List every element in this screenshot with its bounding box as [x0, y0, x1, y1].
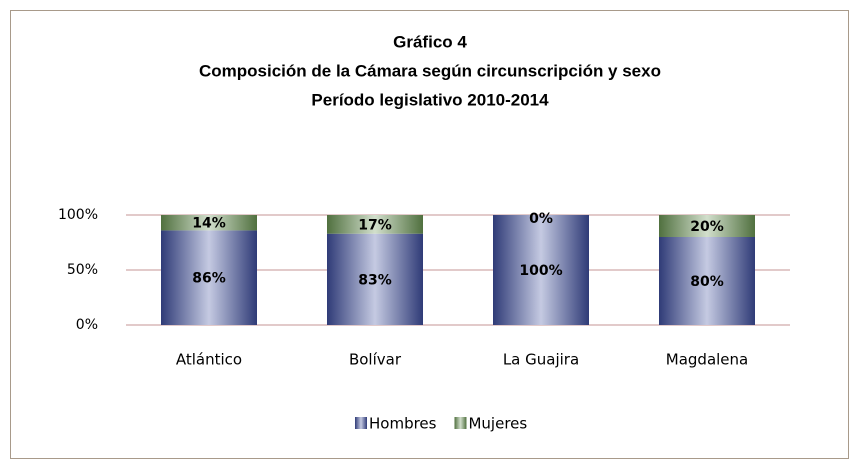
y-tick-label: 50%	[67, 262, 98, 278]
chart-title: Gráfico 4	[393, 32, 467, 51]
chart-subtitle: Período legislativo 2010-2014	[311, 90, 549, 109]
x-tick-label: Atlántico	[176, 351, 242, 369]
data-label: 0%	[529, 211, 553, 227]
y-tick-label: 100%	[58, 207, 98, 223]
bar-segment	[161, 215, 257, 231]
data-label: 86%	[192, 271, 226, 287]
data-label: 83%	[358, 272, 392, 288]
y-tick-label: 0%	[76, 317, 98, 333]
legend-swatch	[454, 417, 467, 429]
legend-label: Hombres	[369, 415, 437, 433]
bar-segment	[659, 215, 755, 237]
bar-segment	[327, 215, 423, 234]
data-label: 100%	[519, 263, 562, 279]
x-tick-label: Magdalena	[666, 351, 748, 369]
legend-swatch	[355, 417, 367, 429]
legend-label: Mujeres	[468, 415, 527, 433]
x-tick-label: Bolívar	[349, 351, 402, 369]
bar-segment	[161, 230, 257, 325]
bar-segment	[327, 233, 423, 325]
chart-subtitle: Composición de la Cámara según circunscr…	[199, 61, 661, 80]
data-label: 20%	[690, 219, 724, 235]
bar-segment	[493, 215, 589, 325]
data-label: 80%	[690, 274, 724, 290]
data-label: 14%	[192, 216, 226, 232]
data-label: 17%	[358, 217, 392, 233]
bar-segment	[659, 237, 755, 325]
x-tick-label: La Guajira	[503, 351, 579, 369]
